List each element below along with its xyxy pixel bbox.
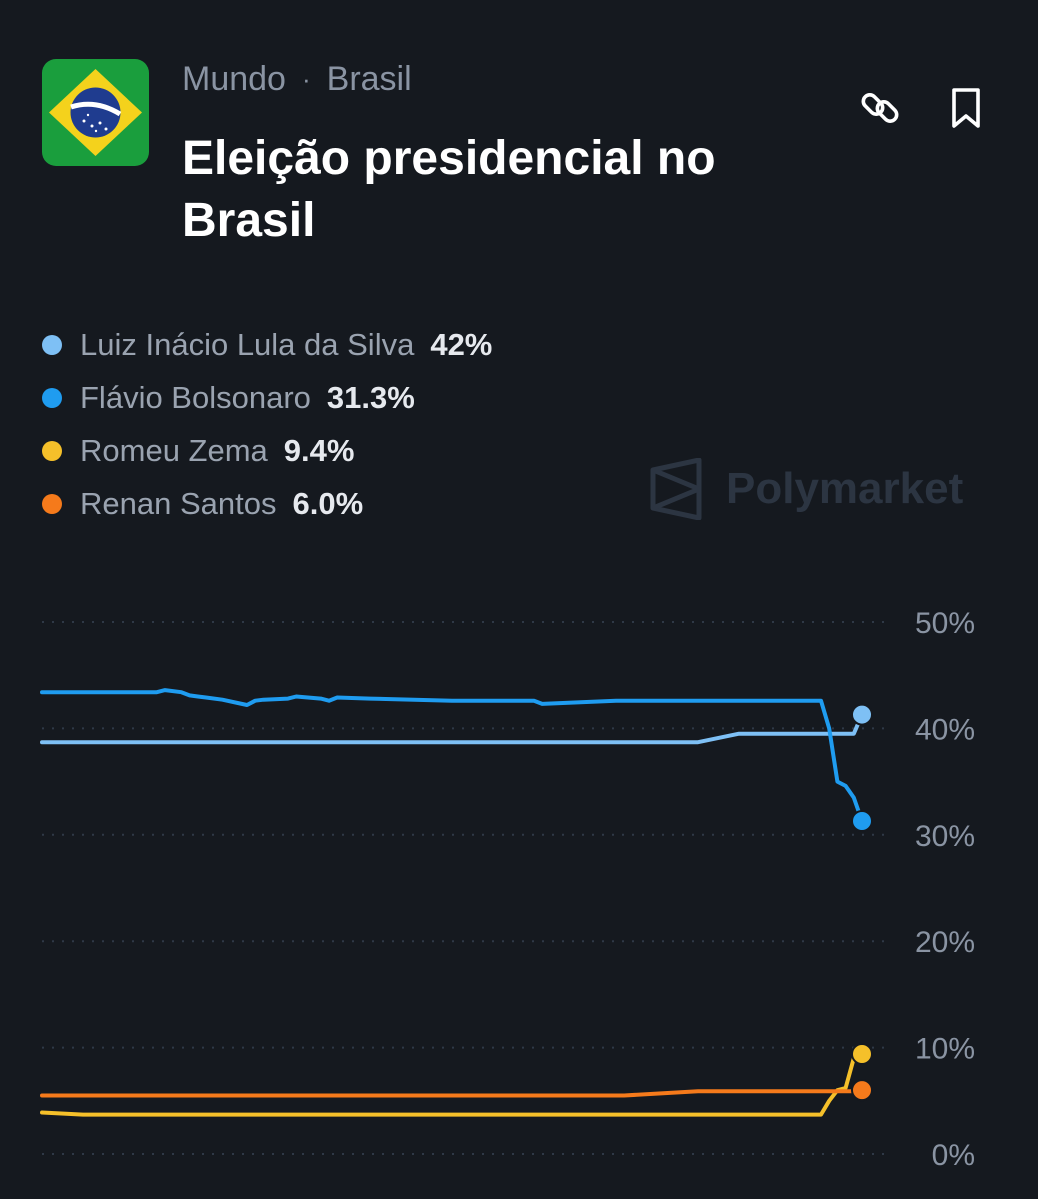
bookmark-icon bbox=[952, 88, 980, 128]
page-title: Eleição presidencial no Brasil bbox=[182, 132, 716, 247]
legend-value: 9.4% bbox=[283, 432, 355, 468]
legend-dot bbox=[42, 334, 62, 355]
price-chart[interactable]: 50% 40% 30% 20% 10% 0% bbox=[0, 600, 1038, 1190]
y-tick-label: 20% bbox=[915, 926, 975, 959]
series-line bbox=[40, 688, 864, 823]
legend-dot bbox=[42, 387, 62, 408]
copy-link-button[interactable] bbox=[856, 84, 904, 132]
y-tick-label: 40% bbox=[915, 713, 975, 746]
chart-legend: Luiz Inácio Lula da Silva 42% Flávio Bol… bbox=[42, 318, 492, 530]
y-tick-label: 50% bbox=[915, 607, 975, 640]
legend-item-lula[interactable]: Luiz Inácio Lula da Silva 42% bbox=[42, 318, 492, 371]
legend-label: Romeu Zema bbox=[80, 432, 268, 468]
legend-label: Renan Santos bbox=[80, 485, 277, 521]
brazil-flag-icon bbox=[42, 59, 149, 166]
series-endpoint bbox=[851, 1042, 873, 1065]
y-tick-label: 10% bbox=[915, 1033, 975, 1066]
polymarket-logo-icon bbox=[650, 458, 702, 520]
breadcrumb-item-mundo[interactable]: Mundo bbox=[182, 60, 286, 98]
legend-dot bbox=[42, 440, 62, 461]
legend-dot bbox=[42, 493, 62, 514]
legend-label: Flávio Bolsonaro bbox=[80, 379, 311, 415]
polymarket-watermark: Polymarket bbox=[648, 458, 963, 520]
y-tick-label: 0% bbox=[932, 1139, 975, 1172]
watermark-text: Polymarket bbox=[726, 464, 964, 513]
legend-value: 31.3% bbox=[326, 379, 415, 415]
legend-item-renan-santos[interactable]: Renan Santos 6.0% bbox=[42, 477, 492, 530]
chart-svg: 50% 40% 30% 20% 10% 0% bbox=[40, 607, 975, 1172]
breadcrumb: Mundo · Brasil bbox=[182, 60, 412, 99]
legend-label: Luiz Inácio Lula da Silva bbox=[80, 326, 415, 362]
breadcrumb-separator: · bbox=[301, 64, 311, 94]
legend-value: 42% bbox=[430, 326, 493, 362]
y-tick-label: 30% bbox=[915, 820, 975, 853]
series-line bbox=[40, 1088, 864, 1098]
legend-value: 6.0% bbox=[292, 485, 364, 521]
bookmark-button[interactable] bbox=[942, 84, 990, 132]
series-endpoint bbox=[851, 1079, 873, 1102]
legend-item-romeu-zema[interactable]: Romeu Zema 9.4% bbox=[42, 424, 492, 477]
series-endpoint bbox=[851, 809, 873, 832]
series-line bbox=[40, 1052, 864, 1117]
breadcrumb-item-brasil[interactable]: Brasil bbox=[326, 60, 412, 98]
series-line bbox=[40, 712, 864, 745]
series-endpoint bbox=[851, 703, 873, 726]
legend-item-flavio-bolsonaro[interactable]: Flávio Bolsonaro 31.3% bbox=[42, 371, 492, 424]
link-icon bbox=[861, 93, 899, 123]
